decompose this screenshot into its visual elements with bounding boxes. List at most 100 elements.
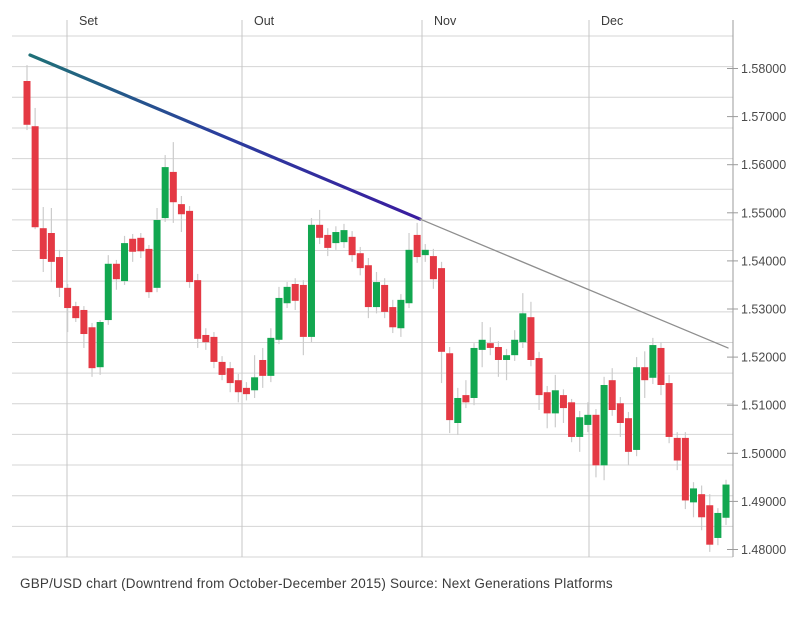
candle-body-up <box>551 390 559 414</box>
candle-body-down <box>299 284 307 337</box>
candle-body-down <box>608 380 616 411</box>
y-axis-label: 1.48000 <box>741 543 786 557</box>
candle-body-down <box>88 327 96 369</box>
y-axis-label: 1.53000 <box>741 303 786 317</box>
candle-body-down <box>381 284 389 312</box>
candle-body-up <box>600 384 608 466</box>
candle-body-down <box>616 403 624 423</box>
candle-body-down <box>698 494 706 518</box>
candle-body-down <box>657 347 665 385</box>
candle-body-up <box>511 339 519 356</box>
candle-body-down <box>429 256 437 280</box>
candle-body-down <box>535 358 543 396</box>
candle-body-down <box>413 234 421 258</box>
chart-caption: GBP/USD chart (Downtrend from October-De… <box>20 576 613 591</box>
candle-body-down <box>31 126 39 228</box>
candle-body-down <box>23 81 31 125</box>
month-label: Nov <box>434 14 457 28</box>
candle-body-up <box>689 488 697 503</box>
candle-body-down <box>462 395 470 403</box>
candle-body-up <box>340 230 348 243</box>
candle-body-up <box>722 484 730 518</box>
candle-body-up <box>503 355 511 360</box>
candle-body-down <box>641 367 649 381</box>
candle-body-down <box>348 236 356 256</box>
candle-body-up <box>121 243 129 282</box>
candle-body-up <box>478 339 486 350</box>
candle-body-up <box>267 337 275 376</box>
candle-body-up <box>332 232 340 244</box>
candle-body-up <box>283 286 291 304</box>
candle-body-down <box>80 309 88 335</box>
candle-body-down <box>194 280 202 339</box>
candle-body-up <box>373 282 381 308</box>
y-axis-label: 1.55000 <box>741 206 786 220</box>
candle-body-down <box>56 257 64 288</box>
candle-body-down <box>47 233 55 262</box>
candle-body-down <box>592 414 600 466</box>
candle-body-up <box>584 414 592 425</box>
candle-body-down <box>356 253 364 269</box>
candle-body-down <box>72 306 80 319</box>
candle-body-down <box>169 171 177 203</box>
candle-body-down <box>389 307 397 328</box>
candle-body-down <box>364 265 372 308</box>
y-axis-label: 1.52000 <box>741 351 786 365</box>
candle-body-down <box>681 437 689 501</box>
candle-body-down <box>568 402 576 437</box>
candle-body-down <box>226 368 234 384</box>
candle-body-up <box>153 220 161 288</box>
extension-line <box>419 218 729 349</box>
y-axis-label: 1.58000 <box>741 62 786 76</box>
candle-body-up <box>104 263 112 321</box>
candle-body-up <box>649 345 657 378</box>
candle-body-up <box>307 224 315 337</box>
candle-body-up <box>470 347 478 398</box>
candle-body-down <box>177 204 185 215</box>
candle-body-up <box>397 299 405 329</box>
candle-body-up <box>161 167 169 219</box>
y-axis-label: 1.57000 <box>741 110 786 124</box>
candle-body-down <box>129 238 137 252</box>
month-label: Out <box>254 14 275 28</box>
candle-body-up <box>421 249 429 256</box>
downtrend-line <box>28 53 422 221</box>
candle-body-up <box>519 313 527 343</box>
candle-body-down <box>218 361 226 375</box>
candle-body-down <box>494 346 502 360</box>
candle-body-up <box>275 297 283 340</box>
candle-body-down <box>486 343 494 348</box>
candle-body-up <box>714 512 722 538</box>
candle-body-up <box>633 367 641 450</box>
candle-body-up <box>96 321 104 368</box>
candle-body-down <box>137 237 145 252</box>
candle-body-down <box>543 392 551 414</box>
candle-body-up <box>576 417 584 437</box>
candle-body-down <box>324 234 332 248</box>
candle-body-down <box>64 287 72 309</box>
month-label: Set <box>79 14 98 28</box>
candle-body-down <box>186 210 194 283</box>
y-axis-label: 1.56000 <box>741 158 786 172</box>
candle-body-down <box>316 224 324 238</box>
candle-body-down <box>446 353 454 421</box>
candle-body-down <box>145 248 153 293</box>
candle-body-down <box>559 395 567 409</box>
candle-body-down <box>291 283 299 301</box>
month-label: Dec <box>601 14 623 28</box>
candle-body-down <box>202 334 210 343</box>
candle-body-down <box>242 387 250 395</box>
candle-body-down <box>673 437 681 461</box>
candle-body-down <box>259 359 267 376</box>
candle-body-down <box>665 383 673 437</box>
y-axis-label: 1.49000 <box>741 495 786 509</box>
candle-body-up <box>405 249 413 304</box>
candle-body-up <box>454 397 462 423</box>
candle-body-down <box>527 317 535 360</box>
candle-body-up <box>251 377 259 391</box>
y-axis-label: 1.54000 <box>741 254 786 268</box>
candle-body-down <box>39 228 47 259</box>
candle-body-down <box>438 268 446 352</box>
